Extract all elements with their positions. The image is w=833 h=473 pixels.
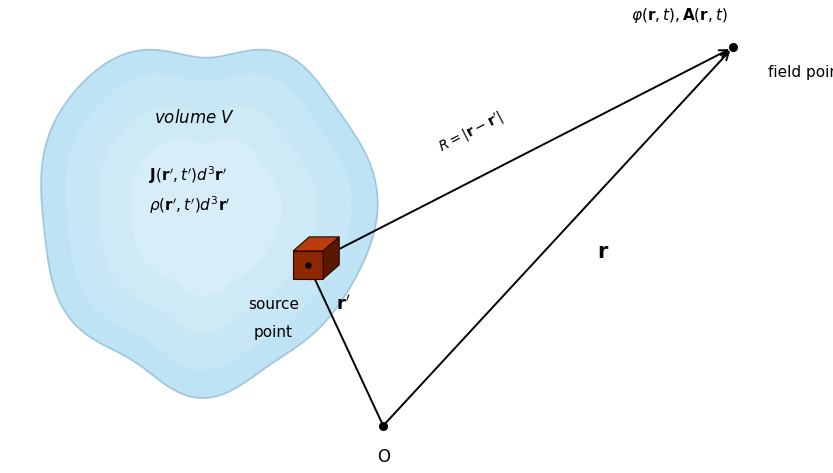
Polygon shape [323, 237, 339, 279]
Text: $R=|\mathbf{r}-\mathbf{r}^{\prime}|$: $R=|\mathbf{r}-\mathbf{r}^{\prime}|$ [436, 109, 506, 157]
Text: point: point [254, 325, 292, 340]
Polygon shape [293, 251, 323, 279]
Text: $\rho(\mathbf{r}^{\prime},t^{\prime})d^3\mathbf{r}^{\prime}$: $\rho(\mathbf{r}^{\prime},t^{\prime})d^3… [149, 194, 231, 216]
Text: field point: field point [768, 65, 833, 80]
Text: $\mathbf{r}$: $\mathbf{r}$ [597, 242, 609, 262]
Text: $\mathbf{r}'$: $\mathbf{r}'$ [337, 295, 351, 314]
Polygon shape [66, 74, 352, 370]
Polygon shape [41, 50, 377, 398]
Polygon shape [131, 140, 282, 296]
Polygon shape [98, 107, 317, 333]
Text: O: O [377, 448, 390, 466]
Text: $\mathbf{J}(\mathbf{r}^{\prime},t^{\prime})d^3\mathbf{r}^{\prime}$: $\mathbf{J}(\mathbf{r}^{\prime},t^{\prim… [149, 164, 227, 186]
Text: volume $V$: volume $V$ [154, 109, 235, 127]
Polygon shape [293, 237, 339, 251]
Text: $\varphi(\mathbf{r},t),\mathbf{A}(\mathbf{r},t)$: $\varphi(\mathbf{r},t),\mathbf{A}(\mathb… [631, 6, 728, 25]
Text: source: source [247, 297, 299, 312]
